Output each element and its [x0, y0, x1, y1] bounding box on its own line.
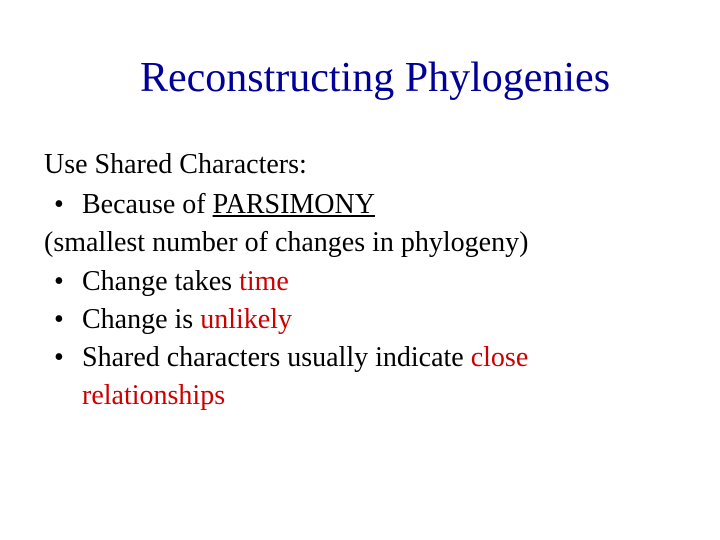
bullet-dot-icon: • — [54, 301, 82, 339]
bullet-2-text: Change takes time — [82, 263, 676, 301]
bullet-4-prefix: Shared characters usually indicate — [82, 342, 471, 373]
paren-text: (smallest number of changes in phylogeny… — [44, 224, 676, 262]
bullet-1-prefix: Because of — [82, 189, 213, 220]
bullet-1-keyword: PARSIMONY — [213, 189, 375, 220]
bullet-item-1: • Because of PARSIMONY — [44, 186, 676, 224]
bullet-2-prefix: Change takes — [82, 266, 239, 297]
bullet-2-keyword: time — [239, 266, 289, 297]
bullet-1-text: Because of PARSIMONY — [82, 186, 676, 224]
slide-body: Use Shared Characters: • Because of PARS… — [44, 146, 676, 415]
bullet-3-text: Change is unlikely — [82, 301, 676, 339]
bullet-dot-icon: • — [54, 339, 82, 377]
bullet-dot-icon: • — [54, 186, 82, 224]
slide-title: Reconstructing Phylogenies — [44, 54, 676, 102]
bullet-item-3: • Change is unlikely — [44, 301, 676, 339]
bullet-dot-icon: • — [54, 263, 82, 301]
lead-text: Use Shared Characters: — [44, 146, 676, 184]
bullet-3-keyword: unlikely — [200, 304, 292, 335]
bullet-4-continuation: relationships — [44, 377, 676, 415]
bullet-item-2: • Change takes time — [44, 263, 676, 301]
bullet-item-4: • Shared characters usually indicate clo… — [44, 339, 676, 377]
bullet-4-text: Shared characters usually indicate close — [82, 339, 676, 377]
bullet-4-cont-text: relationships — [82, 380, 225, 411]
bullet-4-keyword: close — [471, 342, 529, 373]
bullet-3-prefix: Change is — [82, 304, 200, 335]
